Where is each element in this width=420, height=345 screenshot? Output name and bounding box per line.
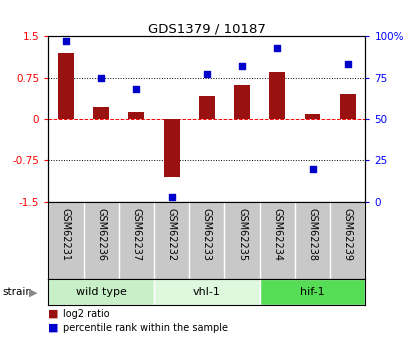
- Point: [98, 75, 105, 80]
- Bar: [234, 85, 250, 119]
- Text: GSM62235: GSM62235: [237, 208, 247, 261]
- Point: [168, 194, 175, 200]
- Text: GSM62238: GSM62238: [307, 208, 318, 261]
- Text: GSM62234: GSM62234: [272, 208, 282, 261]
- Point: [309, 166, 316, 171]
- Text: ■: ■: [48, 323, 59, 333]
- Text: GSM62231: GSM62231: [61, 208, 71, 261]
- Point: [63, 38, 69, 44]
- Text: wild type: wild type: [76, 287, 126, 297]
- Point: [203, 71, 210, 77]
- Point: [274, 45, 281, 51]
- Text: vhl-1: vhl-1: [193, 287, 221, 297]
- Bar: [58, 53, 74, 119]
- Bar: [269, 72, 285, 119]
- Text: GSM62236: GSM62236: [96, 208, 106, 261]
- Bar: [304, 114, 320, 119]
- Bar: [48, 279, 154, 305]
- Point: [133, 87, 140, 92]
- Text: ■: ■: [48, 309, 59, 319]
- Title: GDS1379 / 10187: GDS1379 / 10187: [148, 22, 266, 35]
- Text: ▶: ▶: [29, 287, 37, 297]
- Text: GSM62237: GSM62237: [131, 208, 142, 261]
- Text: GSM62239: GSM62239: [343, 208, 353, 261]
- Text: GSM62232: GSM62232: [167, 208, 177, 261]
- Bar: [164, 119, 179, 177]
- Bar: [154, 279, 260, 305]
- Text: hif-1: hif-1: [300, 287, 325, 297]
- Bar: [199, 96, 215, 119]
- Bar: [93, 107, 109, 119]
- Text: log2 ratio: log2 ratio: [63, 309, 110, 319]
- Bar: [340, 94, 356, 119]
- Bar: [260, 279, 365, 305]
- Point: [239, 63, 245, 69]
- Point: [344, 62, 351, 67]
- Text: strain: strain: [2, 287, 32, 297]
- Bar: [129, 112, 144, 119]
- Text: percentile rank within the sample: percentile rank within the sample: [63, 323, 228, 333]
- Text: GSM62233: GSM62233: [202, 208, 212, 261]
